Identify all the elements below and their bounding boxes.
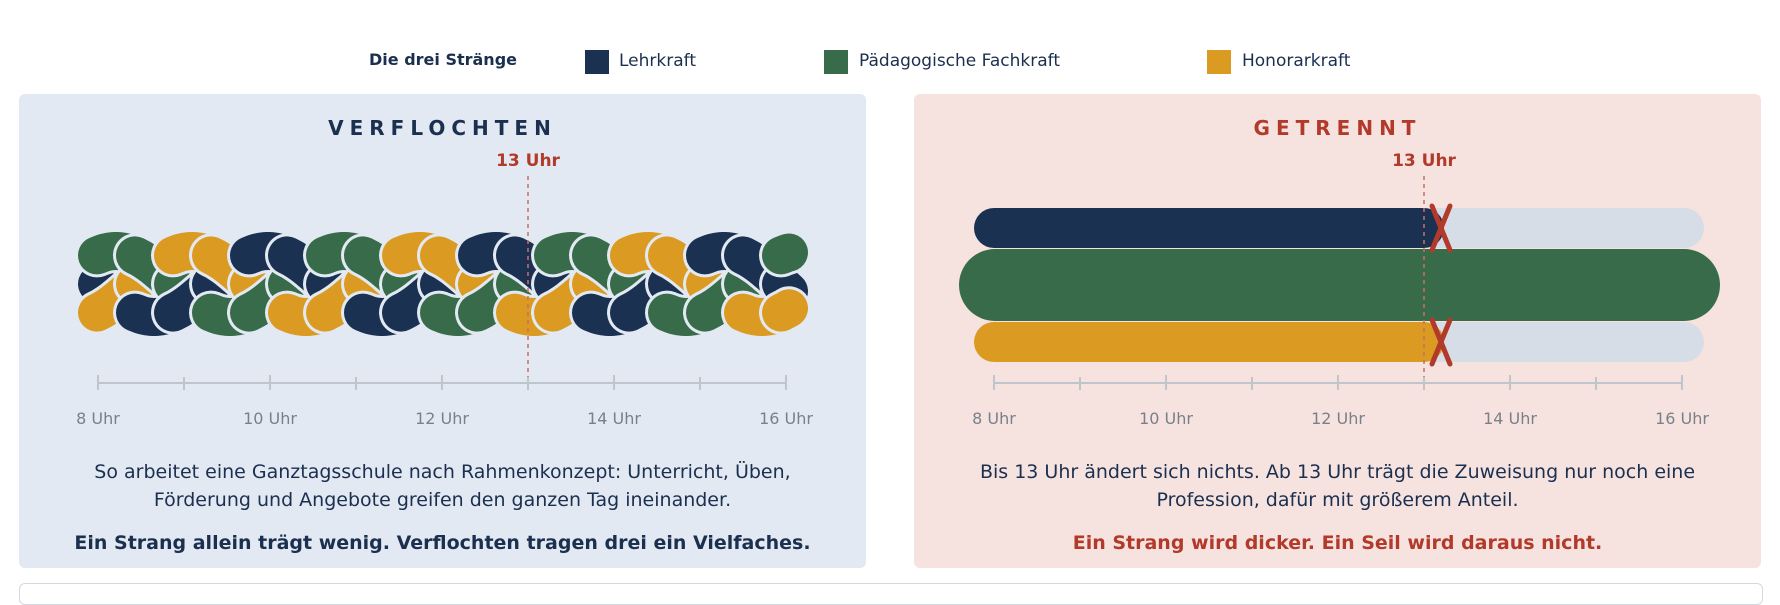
legend-label-paedagogische-fachkraft: Pädagogische Fachkraft [859, 51, 1061, 71]
axis-tick-label: 12 Uhr [1311, 409, 1365, 428]
axis-tick-label: 12 Uhr [415, 409, 469, 428]
strand-honorarkraft [974, 322, 1444, 362]
axis-tick-label: 16 Uhr [1655, 409, 1709, 428]
punchline-verflochten: Ein Strang allein trägt wenig. Verflocht… [74, 532, 811, 554]
marker-label-13: 13 Uhr [496, 151, 560, 171]
punchline-getrennt: Ein Strang wird dicker. Ein Seil wird da… [1072, 532, 1603, 554]
time-axis: 8 Uhr 10 Uhr 12 Uhr 14 Uhr 16 Uhr [972, 375, 1709, 428]
next-section-frame [19, 583, 1763, 605]
inactive-tail-lehrkraft [1414, 208, 1704, 248]
legend: Die drei Stränge [0, 44, 1780, 80]
panel-verflochten: VERFLOCHTEN 13 Uhr 8 Uhr 10 Uhr 12 Uhr 14 U… [19, 94, 866, 568]
separated-diagram: 13 Uhr 8 Uhr 10 Uhr 12 Uhr 14 Uhr 16 Uhr [959, 151, 1720, 428]
strand-paedagogische-fachkraft [959, 249, 1720, 321]
axis-tick-label: 14 Uhr [1483, 409, 1537, 428]
axis-tick-label: 10 Uhr [1139, 409, 1193, 428]
caption-verflochten: So arbeitet eine Ganztagsschule nach Rah… [94, 461, 791, 511]
strand-lehrkraft [974, 208, 1444, 248]
inactive-tail-honorarkraft [1414, 322, 1704, 362]
axis-tick-label: 8 Uhr [76, 409, 120, 428]
braid-diagram: 13 Uhr 8 Uhr 10 Uhr 12 Uhr 14 Uhr 16 Uhr [75, 151, 813, 428]
panel-title-verflochten: VERFLOCHTEN [328, 116, 557, 140]
legend-swatch-paedagogische-fachkraft [824, 50, 848, 74]
legend-label-honorarkraft: Honorarkraft [1242, 51, 1351, 71]
legend-label-lehrkraft: Lehrkraft [619, 51, 696, 71]
caption-getrennt: Bis 13 Uhr ändert sich nichts. Ab 13 Uhr… [979, 461, 1696, 511]
legend-swatch-honorarkraft [1207, 50, 1231, 74]
braid-strand-paedagogische-fachkraft [762, 233, 808, 275]
axis-tick-label: 14 Uhr [587, 409, 641, 428]
axis-tick-label: 10 Uhr [243, 409, 297, 428]
axis-tick-label: 16 Uhr [759, 409, 813, 428]
time-axis: 8 Uhr 10 Uhr 12 Uhr 14 Uhr 16 Uhr [76, 375, 813, 428]
cut-mark-lehrkraft [1429, 203, 1453, 253]
braid-strand-honorarkraft [762, 289, 808, 332]
legend-title: Die drei Stränge [369, 50, 517, 69]
marker-label-13: 13 Uhr [1392, 151, 1456, 171]
panel-getrennt: GETRENNT 13 Uhr 8 Uhr 10 Uhr 12 Uhr 14 Uhr 1… [914, 94, 1761, 568]
axis-tick-label: 8 Uhr [972, 409, 1016, 428]
panel-title-getrennt: GETRENNT [1253, 116, 1422, 140]
cut-mark-honorarkraft [1429, 317, 1453, 367]
legend-swatch-lehrkraft [585, 50, 609, 74]
